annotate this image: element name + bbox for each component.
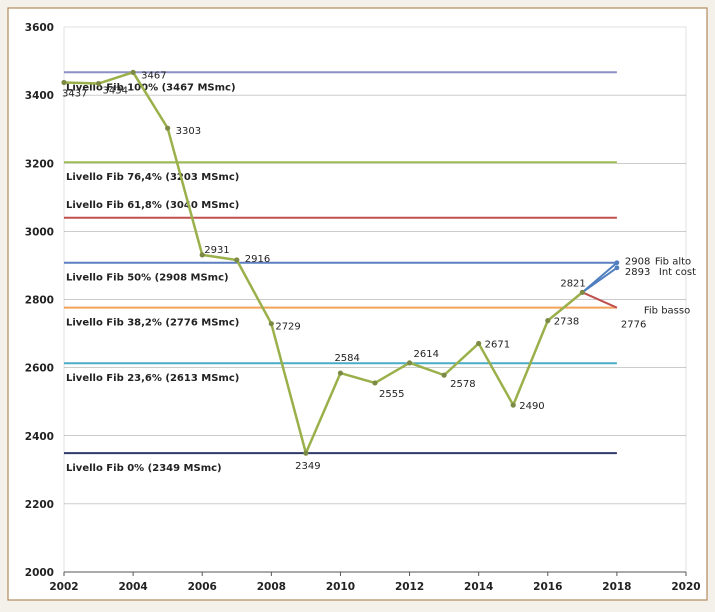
side-label-fib-basso: Fib basso: [644, 306, 690, 317]
data-point-2015: [510, 402, 516, 408]
x-tick-label-2002: 2002: [49, 581, 78, 593]
y-tick-label-2400: 2400: [25, 431, 54, 443]
y-tick-label-2800: 2800: [25, 295, 54, 307]
fib-level-label-6: Livello Fib 0% (2349 MSmc): [66, 463, 222, 474]
fib-level-label-3: Livello Fib 50% (2908 MSmc): [66, 273, 229, 284]
x-tick-label-2006: 2006: [188, 581, 217, 593]
data-point-2008: [268, 321, 274, 327]
data-label-2003: 3434: [103, 86, 128, 97]
side-label-fib-alto: Fib alto: [655, 257, 691, 268]
projection-point-3: [614, 265, 620, 271]
data-label-2004: 3467: [141, 70, 166, 81]
main-series-line: [63, 71, 584, 455]
projection-point-1: [614, 260, 620, 266]
data-label-2008: 2729: [275, 322, 300, 333]
data-point-2007: [234, 257, 240, 263]
data-label-2006: 2931: [204, 245, 229, 256]
data-label-2013: 2578: [450, 379, 475, 390]
x-tick-label-2004: 2004: [118, 581, 147, 593]
fib-level-label-0: Livello Fib 100% (3467 MSmc): [66, 82, 236, 93]
x-tick-label-2014: 2014: [464, 581, 493, 593]
data-label-2005: 3303: [176, 126, 201, 137]
projection-line-3: [581, 267, 618, 294]
fib-level-label-4: Livello Fib 38,2% (2776 MSmc): [66, 318, 239, 329]
side-label-int-cost: Int cost: [659, 267, 696, 278]
data-point-2004: [130, 69, 136, 75]
y-tick-label-2200: 2200: [25, 499, 54, 511]
data-label-2012: 2614: [414, 349, 439, 360]
y-tick-label-2600: 2600: [25, 363, 54, 375]
x-tick-label-2010: 2010: [326, 581, 355, 593]
y-tick-label-3600: 3600: [25, 22, 54, 34]
data-label-2014: 2671: [485, 339, 510, 350]
fib-level-label-2: Livello Fib 61,8% (3040 MSmc): [66, 200, 239, 211]
data-point-2002: [61, 79, 67, 86]
data-label-2011: 2555: [379, 389, 404, 400]
data-point-2010: [337, 370, 344, 376]
data-label-int-cost: 2893: [625, 267, 650, 278]
data-point-2011: [372, 380, 378, 386]
data-label-fib-basso: 2776: [621, 320, 646, 331]
data-point-2013: [441, 372, 447, 378]
data-point-2012: [406, 360, 413, 366]
y-tick-label-2000: 2000: [25, 567, 54, 579]
data-point-2006: [199, 252, 205, 258]
fib-level-label-1: Livello Fib 76,4% (3203 MSmc): [66, 172, 239, 183]
data-point-2009: [303, 450, 309, 456]
fib-level-label-5: Livello Fib 23,6% (2613 MSmc): [66, 373, 239, 384]
data-point-2005: [165, 125, 171, 131]
x-tick-label-2018: 2018: [602, 581, 631, 593]
data-point-2014: [476, 340, 482, 347]
data-label-2002: 3437: [62, 89, 87, 100]
x-tick-label-2008: 2008: [257, 581, 286, 593]
data-label-2017: 2821: [560, 278, 585, 289]
data-label-2015: 2490: [519, 401, 544, 412]
y-tick-label-3400: 3400: [25, 90, 54, 102]
data-label-2016: 2738: [554, 317, 579, 328]
data-point-2003: [95, 80, 102, 87]
data-label-2007: 2916: [245, 254, 270, 265]
y-tick-label-3200: 3200: [25, 158, 54, 170]
x-tick-label-2016: 2016: [533, 581, 562, 593]
y-tick-label-3000: 3000: [25, 226, 54, 238]
x-tick-label-2020: 2020: [671, 581, 700, 593]
data-label-fib-alto: 2908: [625, 257, 650, 268]
x-tick-label-2012: 2012: [395, 581, 424, 593]
data-point-2017: [579, 289, 585, 295]
data-label-2010: 2584: [334, 353, 359, 364]
data-point-2016: [545, 318, 551, 324]
projection-line-2: [581, 291, 618, 309]
data-label-2009: 2349: [295, 461, 320, 472]
